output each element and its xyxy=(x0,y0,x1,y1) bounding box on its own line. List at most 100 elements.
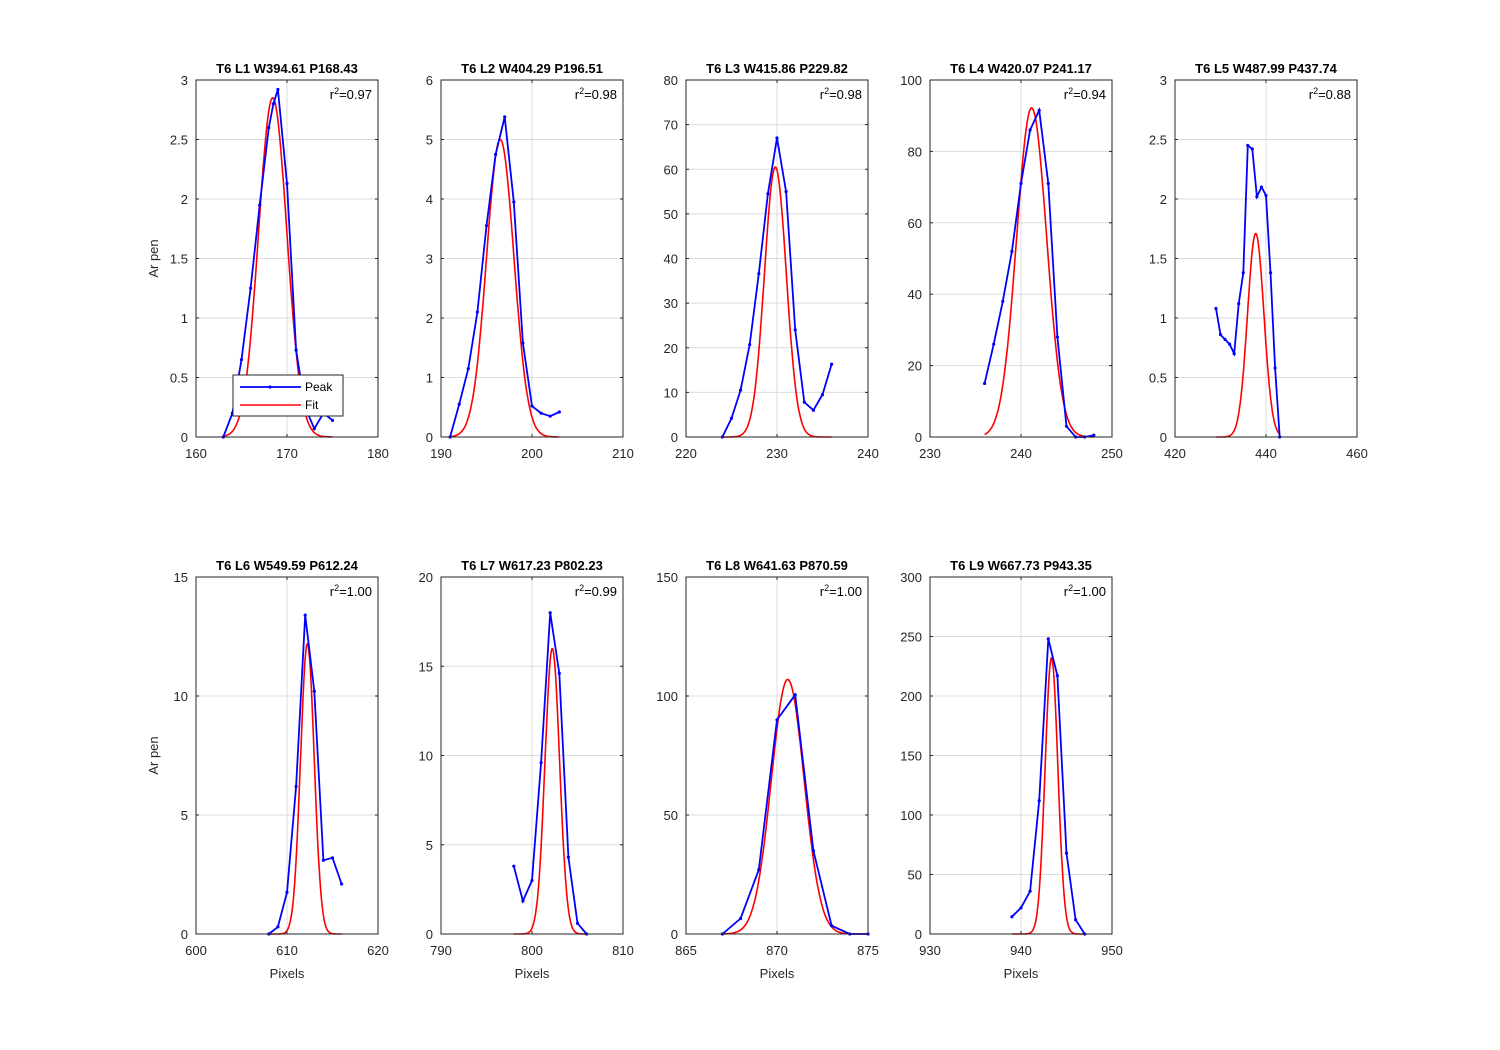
peak-data-point xyxy=(521,899,525,903)
x-tick-label: 160 xyxy=(185,446,207,461)
peak-data-point xyxy=(557,410,561,414)
peak-data-point xyxy=(1214,306,1218,311)
peak-data-point xyxy=(557,671,561,675)
peak-data-point xyxy=(294,784,298,789)
x-tick-label: 940 xyxy=(1010,943,1032,958)
peak-data-point xyxy=(1237,302,1241,306)
y-tick-label: 0 xyxy=(915,430,922,445)
y-axis-label: Ar pen xyxy=(146,239,161,277)
subplot-title: T6 L7 W617.23 P802.23 xyxy=(461,558,603,573)
y-tick-label: 0 xyxy=(671,927,678,942)
peak-data-point xyxy=(802,400,806,404)
y-tick-label: 150 xyxy=(656,570,678,585)
peak-data-point xyxy=(1092,433,1096,437)
y-tick-label: 80 xyxy=(908,144,922,159)
peak-data-point xyxy=(1232,352,1236,356)
peak-data-point xyxy=(1055,674,1059,678)
r-squared-label: r2=0.97 xyxy=(330,86,372,102)
y-tick-label: 40 xyxy=(908,287,922,302)
peak-data-point xyxy=(811,408,816,412)
peak-data-point xyxy=(820,393,825,397)
peak-data-point xyxy=(1246,143,1250,148)
peak-data-point xyxy=(1001,299,1005,303)
peak-data-point xyxy=(312,689,316,693)
y-tick-label: 50 xyxy=(908,868,922,883)
y-tick-label: 0 xyxy=(426,430,433,445)
r-squared-label: r2=0.88 xyxy=(1309,86,1351,102)
peak-data-point xyxy=(1010,915,1014,919)
y-tick-label: 5 xyxy=(181,808,188,823)
r-squared-label: r2=0.98 xyxy=(820,86,862,102)
peak-data-point xyxy=(276,925,280,929)
peak-data-point xyxy=(530,878,534,883)
fit-series-line xyxy=(984,107,1094,438)
x-tick-label: 620 xyxy=(367,943,389,958)
peak-data-point xyxy=(1064,851,1069,855)
x-tick-label: 240 xyxy=(1010,446,1032,461)
y-tick-label: 6 xyxy=(426,73,433,88)
y-tick-label: 5 xyxy=(426,133,433,148)
y-tick-label: 10 xyxy=(174,689,188,704)
peak-data-point xyxy=(539,411,543,415)
y-tick-label: 30 xyxy=(664,296,678,311)
peak-data-point xyxy=(521,341,525,345)
x-tick-label: 180 xyxy=(367,446,389,461)
y-tick-label: 0 xyxy=(671,430,678,445)
peak-data-point xyxy=(811,849,816,853)
peak-data-point xyxy=(1046,637,1050,641)
peak-data-point xyxy=(748,343,752,347)
y-tick-label: 3 xyxy=(426,252,433,267)
peak-data-point xyxy=(793,328,797,332)
peak-data-point xyxy=(775,136,779,140)
y-tick-label: 20 xyxy=(419,570,433,585)
peak-data-point xyxy=(757,868,761,872)
peak-data-point xyxy=(312,427,316,431)
peak-data-point xyxy=(276,87,280,92)
x-tick-label: 875 xyxy=(857,943,879,958)
y-tick-label: 0 xyxy=(181,430,188,445)
peak-data-point xyxy=(1228,342,1232,346)
x-axis-label: Pixels xyxy=(270,966,305,981)
fit-series-line xyxy=(722,678,868,935)
peak-data-point xyxy=(766,192,770,196)
y-tick-label: 60 xyxy=(664,162,678,177)
peak-data-point xyxy=(575,921,580,925)
x-tick-label: 865 xyxy=(675,943,697,958)
peak-data-point xyxy=(548,414,552,418)
y-axis-label: Ar pen xyxy=(146,736,161,774)
x-tick-label: 170 xyxy=(276,446,298,461)
peak-data-point xyxy=(258,203,262,207)
x-tick-label: 810 xyxy=(612,943,634,958)
y-tick-label: 100 xyxy=(900,808,922,823)
x-tick-label: 440 xyxy=(1255,446,1277,461)
peak-data-point xyxy=(494,152,498,156)
peak-series-line xyxy=(721,692,868,935)
subplot-title: T6 L9 W667.73 P943.35 xyxy=(950,558,1092,573)
subplot-5: 420 440 460 0 0.5 1 1.5 2 2.5 3 T6 L5 W487.99 P437… xyxy=(1149,61,1368,461)
x-tick-label: 230 xyxy=(766,446,788,461)
y-tick-label: 100 xyxy=(900,73,922,88)
x-tick-label: 220 xyxy=(675,446,697,461)
subplot-title: T6 L5 W487.99 P437.74 xyxy=(1195,61,1337,76)
peak-data-point xyxy=(475,310,479,314)
subplot-title: T6 L1 W394.61 P168.43 xyxy=(216,61,358,76)
peak-data-point xyxy=(512,864,516,868)
y-tick-label: 20 xyxy=(664,341,678,356)
subplot-1: 160 170 180 0 0.5 1 1.5 2 2.5 3 T6 L1 W394.61 P168… xyxy=(146,61,389,461)
peak-data-point xyxy=(330,418,335,422)
peak-data-point xyxy=(1064,424,1069,428)
x-axis-label: Pixels xyxy=(1004,966,1039,981)
subplot-title: T6 L2 W404.29 P196.51 xyxy=(461,61,603,76)
peak-data-point xyxy=(503,115,507,119)
peak-data-point xyxy=(992,342,996,346)
y-tick-label: 0 xyxy=(1160,430,1167,445)
peak-data-point xyxy=(267,126,271,130)
peak-data-point xyxy=(793,693,797,697)
y-tick-label: 1 xyxy=(1160,311,1167,326)
peak-data-point xyxy=(548,611,552,615)
peak-data-point xyxy=(1259,185,1264,189)
y-tick-label: 5 xyxy=(426,838,433,853)
x-tick-label: 790 xyxy=(430,943,452,958)
fit-series-line xyxy=(1011,656,1085,935)
r-squared-label: r2=1.00 xyxy=(820,583,862,599)
